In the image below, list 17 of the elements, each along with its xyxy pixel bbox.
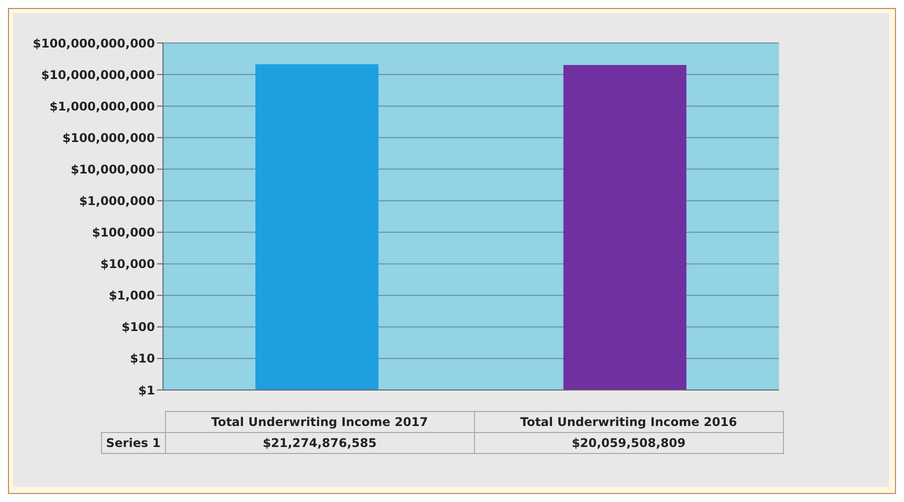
data-label: $21,274,876,585 [165, 432, 474, 454]
y-tick-label: $1,000,000,000 [49, 99, 155, 114]
x-tick-label: Total Underwriting Income 2016 [474, 412, 784, 432]
y-tick-label: $100,000,000,000 [32, 36, 155, 50]
x-tick-label: Total Underwriting Income 2017 [165, 412, 474, 432]
data-label: $20,059,508,809 [474, 432, 784, 454]
y-tick-label: $1,000,000 [79, 194, 155, 208]
y-tick-label: $1,000 [108, 288, 155, 303]
y-tick-label: $10,000,000 [70, 162, 155, 176]
y-tick-label: $1 [138, 383, 155, 398]
y-tick-label: $100,000 [92, 226, 155, 240]
y-tick-label: $100 [122, 320, 155, 334]
y-tick-label: $100,000,000 [62, 130, 155, 145]
text: Series 1 [102, 432, 166, 454]
y-tick-label: $10 [130, 352, 155, 366]
y-tick-label: $10,000 [100, 257, 155, 272]
y-tick-label: $10,000,000,000 [41, 68, 155, 82]
